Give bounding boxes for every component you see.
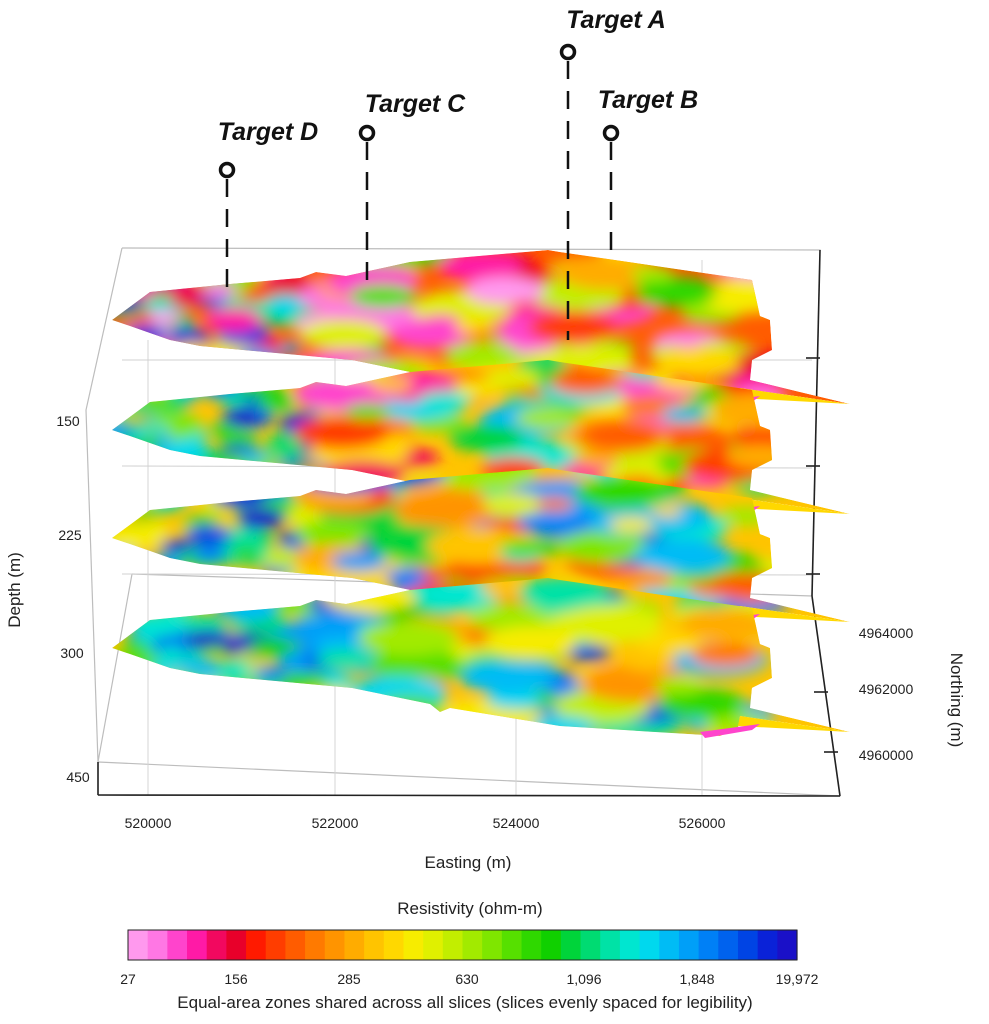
depth-tick-225: 225 (58, 527, 82, 543)
depth-axis-title: Depth (m) (5, 552, 24, 628)
axes: 150 225 300 450 520000 522000 524000 526000 4960… (56, 357, 914, 831)
colorbar-swatch (737, 930, 759, 960)
easting-tick-524000: 524000 (493, 815, 540, 831)
colorbar-swatch (521, 930, 542, 960)
depth-slices (112, 250, 850, 738)
colorbar-swatch (580, 930, 601, 960)
colorbar-swatch (678, 930, 700, 960)
colorbar-swatch (639, 930, 660, 960)
colorbar-tick-label: 285 (337, 971, 361, 987)
colorbar-swatch (187, 930, 208, 960)
colorbar-swatch (344, 930, 365, 960)
colorbar-tick-label: 27 (120, 971, 136, 987)
northing-tick-4962000: 4962000 (859, 681, 914, 697)
colorbar-swatch (560, 930, 582, 960)
colorbar-swatch (226, 930, 247, 960)
target-b-pin-icon (602, 124, 620, 142)
target-b-marker: Target B (598, 86, 698, 250)
colorbar-swatch (128, 930, 149, 960)
target-d-label: Target D (218, 118, 318, 146)
target-c-pin-icon (358, 124, 376, 142)
easting-axis-title: Easting (m) (425, 853, 512, 872)
colorbar-swatch (718, 930, 739, 960)
colorbar-tick-label: 1,848 (679, 971, 714, 987)
colorbar-swatch (442, 930, 464, 960)
target-a-pin-icon (559, 43, 577, 61)
colorbar-swatch (698, 930, 719, 960)
easting-tick-520000: 520000 (125, 815, 172, 831)
colorbar-swatch (285, 930, 306, 960)
colorbar-swatch (383, 930, 405, 960)
target-b-label: Target B (598, 86, 698, 114)
colorbar: 27 156 285 630 1,096 1,848 19,972 (120, 929, 819, 987)
target-c-label: Target C (365, 90, 466, 118)
colorbar-swatch (147, 930, 168, 960)
easting-tick-522000: 522000 (312, 815, 359, 831)
target-a-marker: Target A (559, 6, 666, 340)
colorbar-swatch (659, 930, 680, 960)
colorbar-tick-label: 630 (455, 971, 479, 987)
colorbar-caption: Equal-area zones shared across all slice… (177, 993, 752, 1012)
colorbar-swatch (324, 930, 346, 960)
colorbar-swatch (541, 930, 562, 960)
target-markers: Target A Target B Target C Target D (218, 6, 698, 340)
colorbar-swatch (305, 930, 326, 960)
target-a-label: Target A (566, 6, 666, 34)
colorbar-swatch (501, 930, 523, 960)
colorbar-swatch (246, 930, 267, 960)
northing-tick-4964000: 4964000 (859, 625, 914, 641)
easting-tick-526000: 526000 (679, 815, 726, 831)
colorbar-tick-label: 1,096 (566, 971, 601, 987)
northing-axis-title: Northing (m) (947, 653, 966, 747)
colorbar-swatch (777, 930, 798, 960)
colorbar-swatch (403, 930, 424, 960)
depth-tick-300: 300 (60, 645, 84, 661)
colorbar-tick-label: 19,972 (776, 971, 819, 987)
colorbar-tick-label: 156 (224, 971, 248, 987)
depth-slice-2 (112, 360, 850, 520)
depth-tick-150: 150 (56, 413, 80, 429)
colorbar-swatch (265, 930, 287, 960)
target-d-marker: Target D (218, 118, 318, 290)
target-c-marker: Target C (358, 90, 466, 290)
northing-tick-4960000: 4960000 (859, 747, 914, 763)
colorbar-swatch (462, 930, 483, 960)
colorbar-swatch (364, 930, 385, 960)
colorbar-swatch (757, 930, 778, 960)
colorbar-swatch (167, 930, 188, 960)
colorbar-swatch (619, 930, 641, 960)
colorbar-swatch (423, 930, 444, 960)
colorbar-title: Resistivity (ohm-m) (397, 899, 542, 918)
colorbar-swatch (206, 930, 227, 960)
colorbar-swatch (482, 930, 503, 960)
target-d-pin-icon (218, 161, 236, 179)
colorbar-swatch (600, 930, 621, 960)
depth-tick-450: 450 (66, 769, 90, 785)
